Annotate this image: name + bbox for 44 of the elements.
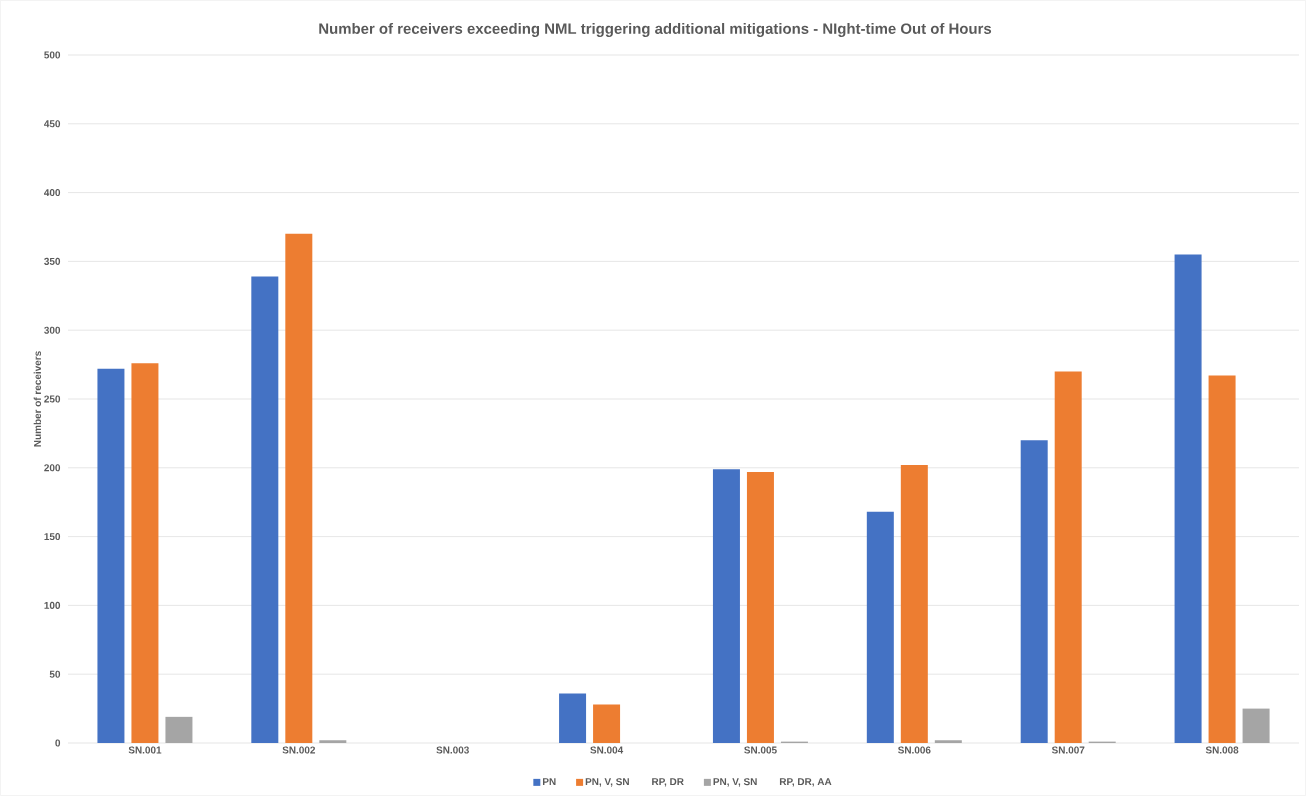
x-tick-label: SN.002: [282, 746, 316, 754]
bar: [319, 740, 347, 743]
bar: [559, 693, 587, 743]
legend-label: PN: [543, 778, 556, 786]
x-tick-label: SN.007: [1051, 746, 1085, 754]
y-tick-label: 50: [49, 670, 61, 678]
y-axis-title: Number of receivers: [33, 351, 42, 447]
bar: [746, 471, 774, 743]
bar: [131, 363, 159, 743]
y-tick-label: 450: [44, 120, 61, 128]
bar: [1020, 440, 1048, 743]
bar: [285, 233, 313, 743]
legend-label: PN, V, SN: [585, 778, 629, 787]
text: RP, DR: [652, 778, 684, 787]
bar: [900, 465, 928, 743]
x-tick-label: SN.003: [436, 746, 469, 754]
y-tick-label: 300: [44, 326, 61, 334]
y-tick-label: 200: [44, 464, 61, 472]
bar: [866, 511, 894, 743]
y-tick-label: 500: [44, 51, 61, 59]
y-tick-label: 350: [44, 257, 61, 265]
y-tick-label: 400: [44, 189, 61, 197]
y-tick-label: 250: [44, 395, 61, 403]
bar: [97, 368, 125, 743]
x-tick-label: SN.001: [128, 746, 162, 754]
bar: [251, 276, 279, 743]
chart-title: Number of receivers exceeding NML triggering additional mitigations - NIght-time Out of Hours: [319, 22, 992, 37]
bar: [165, 716, 193, 743]
bar: [1054, 371, 1082, 743]
x-tick-label: SN.004: [590, 746, 624, 754]
text: RP, DR, AA: [779, 778, 832, 787]
bar: [1174, 254, 1202, 743]
legend-label: PN, V, SN: [713, 778, 757, 787]
y-tick-label: 0: [55, 739, 61, 747]
bar: [1242, 708, 1270, 743]
bar: [593, 704, 621, 743]
bar: [934, 740, 962, 743]
x-tick-label: SN.008: [1205, 746, 1239, 754]
bar: [712, 469, 740, 743]
y-tick-label: 100: [44, 601, 61, 609]
y-tick-label: 150: [44, 533, 61, 541]
x-tick-label: SN.006: [897, 746, 931, 754]
bar: [1208, 375, 1236, 743]
x-tick-label: SN.005: [744, 746, 777, 754]
